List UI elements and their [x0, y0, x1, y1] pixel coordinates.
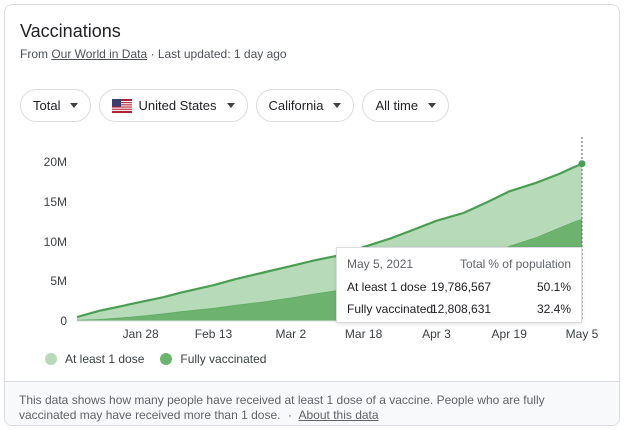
tooltip-row-total: 19,786,567: [431, 280, 492, 294]
data-tooltip: May 5, 2021 Total % of population At lea…: [336, 247, 582, 323]
legend-item-at-least-1-dose: At least 1 dose: [45, 352, 144, 366]
us-flag-icon: [112, 98, 133, 113]
y-tick-label: 0: [60, 314, 67, 328]
x-tick-label: May 5: [565, 327, 599, 341]
chart-legend: At least 1 dose Fully vaccinated: [45, 352, 282, 366]
legend-label: At least 1 dose: [65, 352, 145, 366]
source-prefix: From: [20, 47, 48, 61]
hover-point: [578, 160, 586, 168]
source-link[interactable]: Our World in Data: [51, 47, 148, 61]
tooltip-col-pct: % of population: [488, 257, 571, 271]
chevron-down-icon: [333, 103, 342, 108]
tooltip-row-total: 12,808,631: [431, 302, 492, 316]
source-line: From Our World in Data · Last updated: 1…: [20, 47, 287, 61]
tooltip-row-label: At least 1 dose: [347, 280, 427, 294]
country-dropdown[interactable]: United States: [99, 89, 248, 122]
legend-label: Fully vaccinated: [180, 352, 267, 366]
tooltip-row: Fully vaccinated 12,808,631 32.4%: [337, 302, 581, 318]
tooltip-col-total: Total: [460, 257, 486, 271]
region-dropdown[interactable]: California: [255, 89, 355, 122]
filter-bar: Total United States California All time: [20, 89, 450, 122]
time-range-dropdown[interactable]: All time: [362, 89, 450, 122]
about-data-link[interactable]: About this data: [298, 408, 379, 422]
legend-swatch: [45, 353, 57, 365]
legend-item-fully-vaccinated: Fully vaccinated: [160, 352, 266, 366]
y-tick-label: 15M: [43, 194, 67, 209]
metric-dropdown-label: Total: [33, 98, 61, 113]
last-updated: · Last updated: 1 day ago: [150, 47, 287, 61]
tooltip-date: May 5, 2021: [347, 257, 414, 271]
vaccinations-card: Vaccinations From Our World in Data · La…: [4, 4, 620, 426]
time-range-dropdown-label: All time: [375, 98, 419, 113]
region-dropdown-label: California: [268, 98, 324, 113]
y-tick-label: 20M: [43, 155, 67, 169]
y-tick-label: 5M: [50, 274, 67, 289]
x-tick-label: Mar 2: [275, 327, 307, 341]
tooltip-row-pct: 50.1%: [536, 280, 571, 294]
footer-separator: ·: [287, 408, 292, 422]
y-tick-label: 10M: [43, 234, 67, 249]
footer-note: This data shows how many people have rec…: [5, 381, 619, 425]
chevron-down-icon: [226, 103, 235, 108]
chevron-down-icon: [70, 103, 79, 108]
tooltip-row-label: Fully vaccinated: [347, 302, 434, 316]
x-tick-label: Feb 13: [194, 327, 233, 341]
footer-text: This data shows how many people have rec…: [19, 393, 545, 422]
x-tick-label: Apr 19: [491, 327, 527, 341]
x-tick-label: Mar 18: [344, 327, 383, 341]
country-dropdown-label: United States: [138, 98, 217, 113]
tooltip-header: May 5, 2021 Total % of population: [337, 257, 581, 273]
vaccination-chart[interactable]: 0 5M 10M 15M 20M Jan 28 Feb 13 Mar 2 Mar 18 Apr …: [5, 135, 619, 347]
x-tick-label: Apr 3: [422, 327, 451, 341]
x-tick-label: Jan 28: [122, 327, 159, 341]
tooltip-row-pct: 32.4%: [536, 302, 571, 316]
legend-swatch: [160, 353, 173, 365]
card-title: Vaccinations: [20, 21, 121, 41]
metric-dropdown[interactable]: Total: [20, 89, 92, 122]
chevron-down-icon: [428, 103, 437, 108]
tooltip-row: At least 1 dose 19,786,567 50.1%: [337, 280, 581, 296]
